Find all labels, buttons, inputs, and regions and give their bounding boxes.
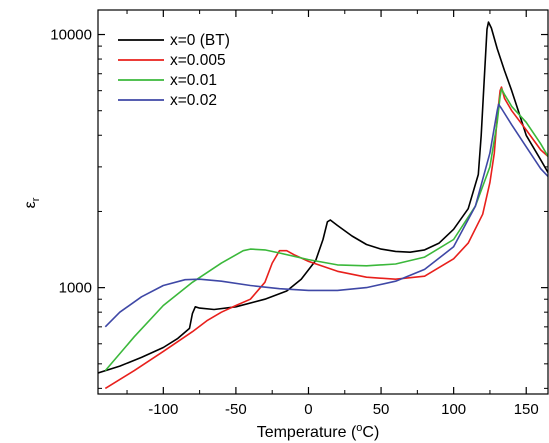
series-line-2 bbox=[104, 88, 548, 372]
x-tick-label-4: 100 bbox=[441, 401, 466, 418]
legend-label-1: x=0.005 bbox=[170, 52, 226, 69]
y-tick-label-0: 1000 bbox=[59, 280, 92, 297]
x-tick-label-0: -100 bbox=[148, 401, 178, 418]
series-line-3 bbox=[104, 103, 548, 328]
y-axis-title: εr bbox=[22, 197, 42, 208]
legend-label-3: x=0.02 bbox=[170, 92, 217, 109]
legend-label-2: x=0.01 bbox=[170, 72, 217, 89]
x-tick-label-3: 50 bbox=[373, 401, 390, 418]
legend-label-0: x=0 (BT) bbox=[170, 32, 230, 49]
series-line-1 bbox=[104, 86, 548, 390]
x-tick-label-5: 150 bbox=[514, 401, 539, 418]
x-axis-title: Temperature (oC) bbox=[257, 422, 380, 441]
series-line-0 bbox=[98, 21, 548, 374]
series-layer bbox=[98, 21, 548, 390]
legend: x=0 (BT) x=0.005 x=0.01 x=0.02 bbox=[118, 32, 230, 109]
y-tick-label-1: 10000 bbox=[50, 27, 92, 44]
x-tick-label-2: 0 bbox=[304, 401, 312, 418]
x-tick-label-1: -50 bbox=[225, 401, 247, 418]
ticks-layer: -100 -50 0 50 100 150 1000 10000 bbox=[50, 10, 548, 418]
plot-frame bbox=[97, 9, 549, 395]
